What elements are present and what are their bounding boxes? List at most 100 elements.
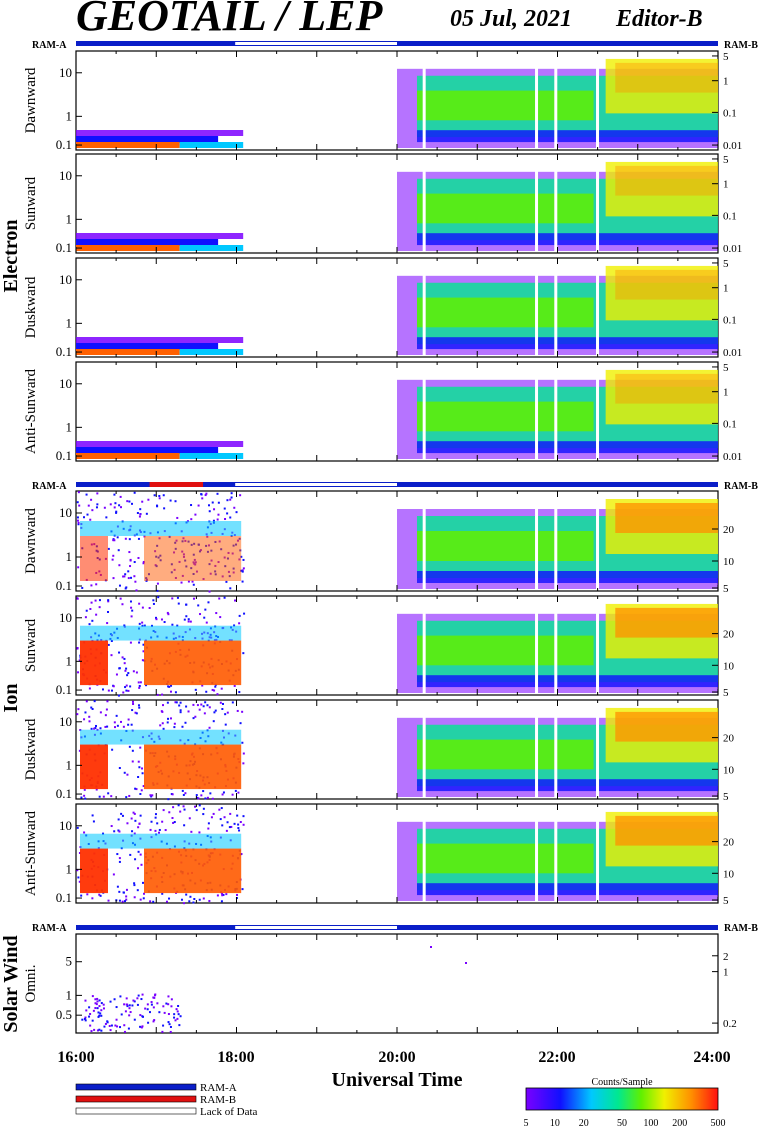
spectrogram-pixel [182, 793, 185, 796]
spectrogram-pixel [118, 564, 121, 567]
spectrogram-pixel [220, 900, 223, 903]
spectrogram-pixel [115, 714, 118, 717]
spectrogram-pixel [95, 788, 98, 791]
spectrogram-pixel [130, 615, 133, 618]
y-tick-label-right: 1 [723, 179, 729, 191]
spectrogram-pixel [89, 1024, 92, 1027]
spectrogram-pixel [102, 795, 105, 798]
spectrogram-pixel [115, 511, 118, 514]
spectrogram-pixel [88, 715, 91, 718]
spectrogram-pixel [129, 685, 132, 688]
spectrogram-pixel [106, 725, 109, 728]
legend-swatch-ram-a [75, 1083, 197, 1091]
spectrogram-pixel [78, 659, 81, 662]
spectrogram-pixel [85, 700, 88, 703]
spectrogram-pixel [81, 586, 84, 589]
y-tick-label-right: 0.01 [723, 243, 742, 255]
spectrogram-pixel [167, 613, 170, 616]
spectrogram-pixel [121, 900, 124, 903]
spectrogram-pixel [115, 510, 118, 513]
y-tick-label-right: 5 [723, 583, 729, 595]
spectrogram-pixel [133, 561, 136, 564]
spectrogram-pixel [133, 491, 136, 494]
panel-y-label: Dawnward [23, 508, 39, 574]
spectrogram-pixel [124, 686, 127, 689]
spectrogram-pixel [201, 497, 204, 500]
legend-label-ram-a: RAM-A [200, 1082, 237, 1094]
spectrogram-pixel [206, 796, 209, 799]
spectrogram-pixel [117, 829, 120, 832]
spectrogram-block [417, 337, 718, 350]
spectrogram-pixel [98, 1028, 101, 1031]
spectrogram-pixel [132, 999, 135, 1002]
spectrogram-pixel [170, 1005, 173, 1008]
spectrogram-block [76, 245, 180, 251]
spectrogram-pixel [170, 998, 173, 1001]
spectrogram-pixel [165, 900, 168, 903]
spectrogram-pixel [85, 493, 88, 496]
panel-y-label: Sunward [23, 176, 39, 230]
spectrogram-block [417, 675, 718, 688]
spectrogram-pixel [78, 851, 81, 854]
spectrogram-pixel [95, 613, 98, 616]
spectrogram-pixel [183, 618, 186, 621]
spectrogram-pixel [85, 1009, 88, 1012]
y-tick-label-right: 0.01 [723, 140, 742, 152]
spectrogram-pixel [148, 1011, 151, 1014]
colorbar-tick-label: 500 [711, 1118, 726, 1128]
spectrogram-pixel [77, 708, 80, 711]
spectrogram-pixel [167, 717, 170, 720]
spectrogram-pixel [202, 705, 205, 708]
spectrogram-pixel [138, 684, 141, 687]
spectrogram-pixel [213, 508, 216, 511]
spectrogram-pixel [148, 606, 151, 609]
spectrogram-pixel [168, 1023, 171, 1026]
spectrogram-pixel [123, 771, 126, 774]
spectrogram-pixel [200, 794, 203, 797]
spectrogram-pixel [94, 1002, 97, 1005]
spectrogram-pixel [117, 694, 120, 697]
panel-y-label: Anti-Sunward [23, 369, 39, 454]
spectrogram-block [179, 245, 244, 251]
spectrogram-block [179, 453, 244, 459]
ram-status-gap [235, 42, 397, 45]
spectrogram-pixel [225, 893, 228, 896]
spectrogram-gap [422, 363, 426, 460]
spectrogram-pixel [179, 810, 182, 813]
spectrogram-pixel [76, 647, 79, 650]
spectrogram-pixel [230, 496, 233, 499]
spectrogram-pixel [100, 1002, 103, 1005]
spectrogram-pixel [188, 817, 191, 820]
spectrogram-pixel [226, 512, 229, 515]
spectrogram-pixel [90, 601, 93, 604]
spectrogram-pixel [236, 893, 239, 896]
spectrogram-pixel [152, 900, 155, 903]
spectrogram-pixel [90, 498, 93, 501]
spectrogram-pixel [129, 558, 132, 561]
spectrogram-pixel [221, 824, 224, 827]
spectrogram-pixel [156, 589, 159, 592]
spectrogram-pixel [123, 575, 126, 578]
spectrogram-pixel [133, 812, 136, 815]
spectrogram-pixel [118, 504, 121, 507]
spectrogram-pixel [83, 794, 86, 797]
spectrogram-pixel [240, 555, 243, 558]
spectrogram-pixel [90, 584, 93, 587]
spectrogram-pixel [116, 1025, 119, 1028]
y-tick-label-left: 0.1 [56, 240, 72, 255]
spectrogram-pixel [102, 1003, 105, 1006]
spectrogram-block [80, 640, 108, 686]
group-label-solar-wind: Solar Wind [0, 935, 22, 1032]
spectrogram-pixel [139, 1025, 142, 1028]
spectrogram-gap [554, 492, 558, 590]
y-tick-label-right: 10 [723, 868, 735, 880]
spectrogram-pixel [130, 576, 133, 579]
spectrogram-pixel [197, 797, 200, 800]
spectrogram-pixel [84, 1019, 87, 1022]
spectrogram-block [179, 142, 244, 148]
spectrogram-pixel [112, 577, 115, 580]
spectrogram-pixel [171, 623, 174, 626]
spectrogram-pixel [176, 596, 179, 599]
spectrogram-pixel [197, 504, 200, 507]
spectrogram-pixel [179, 709, 182, 712]
